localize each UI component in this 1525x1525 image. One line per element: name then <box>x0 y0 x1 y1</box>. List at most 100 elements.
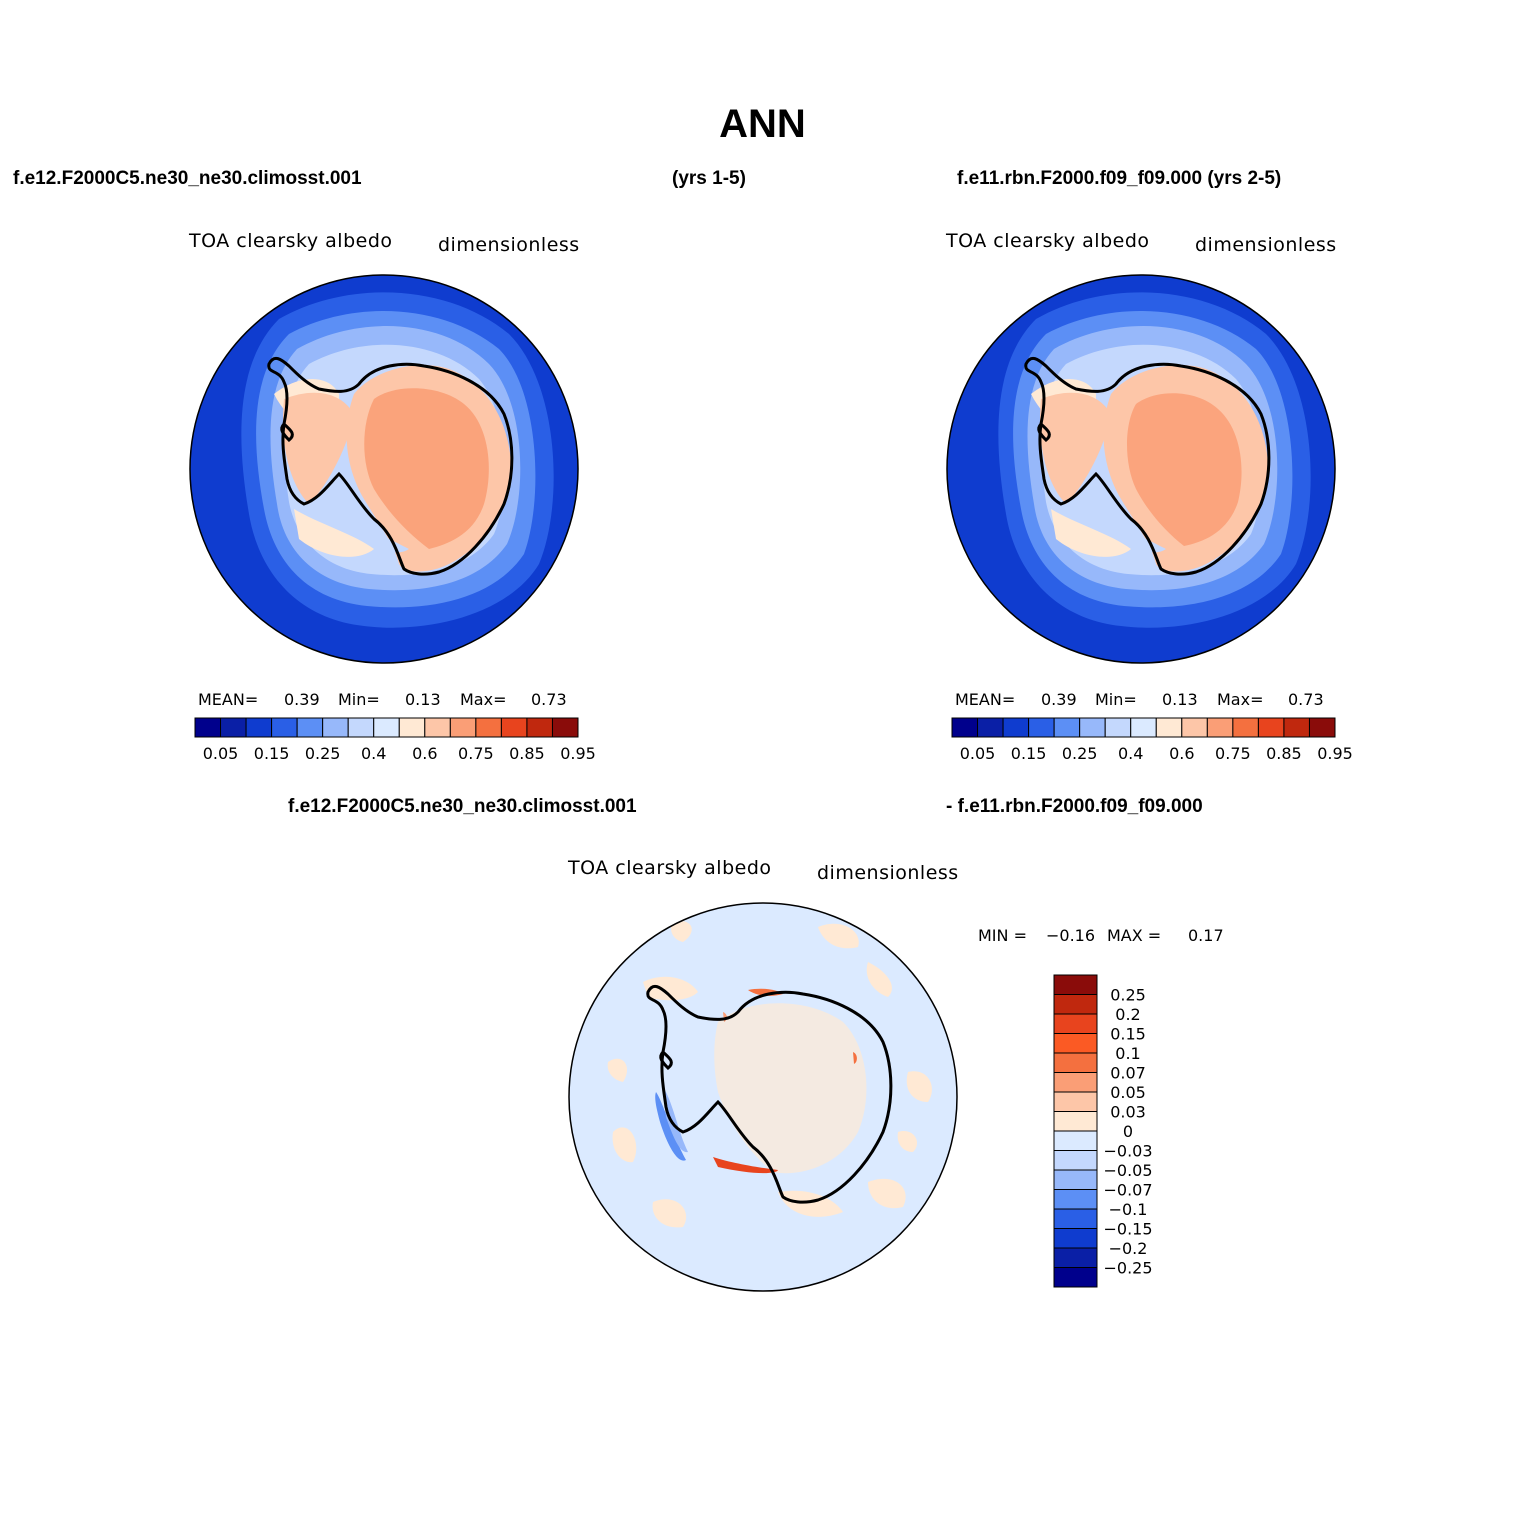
panel2-colorbar-swatch <box>1079 717 1106 738</box>
panel3-colorbar-swatch <box>1053 1130 1098 1151</box>
panel2-colorbar-tick-label: 0.15 <box>1011 744 1047 763</box>
panel2-colorbar-swatch <box>977 717 1004 738</box>
panel1-colorbar: 0.05 0.15 0.25 0.4 0.6 0.75 0.85 0.95 <box>194 717 596 763</box>
panel1-colorbar-swatch <box>526 717 553 738</box>
panel3-colorbar-swatch <box>1053 1072 1098 1093</box>
case2-header: f.e11.rbn.F2000.f09_f09.000 (yrs 2-5) <box>957 168 1282 189</box>
panel1-min-label: Min= <box>338 690 380 709</box>
panel2-colorbar-swatch <box>1232 717 1259 738</box>
panel1-colorbar-swatch <box>398 717 426 738</box>
panel3-colorbar-swatch <box>1053 1228 1098 1249</box>
panel3-colorbar-tick-label: −0.03 <box>1103 1142 1152 1161</box>
panel1-colorbar-swatch <box>500 717 528 738</box>
panel2-colorbar-tick-label: 0.75 <box>1215 744 1251 763</box>
panel3-variable: TOA clearsky albedo <box>568 857 772 879</box>
panel1-colorbar-swatch <box>194 717 222 738</box>
panel2-polar-map <box>946 274 1336 664</box>
panel2-min-label: Min= <box>1095 690 1137 709</box>
panel2-units: dimensionless <box>1195 234 1337 256</box>
panel3-colorbar-tick-label: 0.05 <box>1110 1083 1146 1102</box>
panel2-colorbar-swatch <box>1283 717 1310 738</box>
panel3-colorbar-swatch <box>1053 1189 1098 1210</box>
case1-header: f.e12.F2000C5.ne30_ne30.climosst.001 <box>13 168 362 189</box>
panel2-max-label: Max= <box>1217 690 1264 709</box>
panel2-colorbar-tick-label: 0.05 <box>960 744 996 763</box>
panel2-colorbar: 0.05 0.15 0.25 0.4 0.6 0.75 0.85 0.95 <box>951 717 1353 763</box>
panel3-colorbar-swatch <box>1053 1111 1098 1132</box>
panel2-colorbar-tick-label: 0.85 <box>1266 744 1302 763</box>
panel1-colorbar-swatch <box>424 717 451 738</box>
panel2-colorbar-swatch <box>1257 717 1285 738</box>
panel1-colorbar-tick-label: 0.05 <box>203 744 239 763</box>
panel1-colorbar-tick-label: 0.95 <box>560 744 596 763</box>
panel2-colorbar-tick-label: 0.95 <box>1317 744 1353 763</box>
panel3-colorbar-tick-label: 0.2 <box>1115 1005 1140 1024</box>
panel1-mean-label: MEAN= <box>198 690 259 709</box>
panel3-colorbar-swatch <box>1053 1150 1098 1171</box>
panel3-max-value: 0.17 <box>1188 926 1224 945</box>
panel1-polar-map <box>189 274 579 664</box>
panel2-colorbar-tick-label: 0.25 <box>1062 744 1098 763</box>
panel1-max-label: Max= <box>460 690 507 709</box>
panel3-colorbar-tick-label: −0.05 <box>1103 1161 1152 1180</box>
panel3-colorbar-swatch <box>1053 1267 1098 1288</box>
plot-title: ANN <box>719 102 806 146</box>
panel1-colorbar-swatch <box>220 717 247 738</box>
panel3-colorbar-swatch <box>1053 974 1098 995</box>
panel1-colorbar-swatch <box>449 717 477 738</box>
panel3-colorbar-swatch <box>1053 1033 1098 1054</box>
panel1-colorbar-swatch <box>296 717 324 738</box>
panel2-min-value: 0.13 <box>1162 690 1198 709</box>
panel1-colorbar-swatch <box>347 717 375 738</box>
panel3-colorbar-tick-label: 0.03 <box>1110 1103 1146 1122</box>
panel2-colorbar-swatch <box>951 717 979 738</box>
panel1-colorbar-swatch <box>373 717 400 738</box>
panel3-colorbar-swatch <box>1053 1208 1098 1229</box>
panel1-colorbar-tick-label: 0.4 <box>361 744 386 763</box>
panel3-colorbar-tick-label: −0.1 <box>1109 1200 1148 1219</box>
panel3-min-label: MIN = <box>978 926 1027 945</box>
panel1-colorbar-swatch <box>245 717 273 738</box>
panel2-colorbar-swatch <box>1130 717 1157 738</box>
panel3-difference-map <box>568 902 958 1292</box>
panel1-units: dimensionless <box>438 234 580 256</box>
panel3-colorbar-tick-label: −0.15 <box>1103 1220 1152 1239</box>
panel1-mean-value: 0.39 <box>284 690 320 709</box>
panel2-colorbar-swatch <box>1206 717 1234 738</box>
panel2-colorbar-swatch <box>1181 717 1208 738</box>
panel3-max-label: MAX = <box>1107 926 1162 945</box>
panel2-colorbar-swatch <box>1028 717 1055 738</box>
panel1-colorbar-swatch <box>551 717 579 738</box>
panel1-colorbar-tick-label: 0.85 <box>509 744 545 763</box>
panel2-colorbar-swatch <box>1053 717 1081 738</box>
panel2-mean-value: 0.39 <box>1041 690 1077 709</box>
panel1-colorbar-swatch <box>271 717 298 738</box>
panel2-max-value: 0.73 <box>1288 690 1324 709</box>
panel3-colorbar-swatch <box>1053 994 1098 1015</box>
panel2-colorbar-swatch <box>1308 717 1336 738</box>
panel2-mean-label: MEAN= <box>955 690 1016 709</box>
panel3-colorbar-tick-label: −0.2 <box>1109 1239 1148 1258</box>
panel3-colorbar-tick-label: 0.07 <box>1110 1064 1146 1083</box>
panel3-colorbar-tick-label: −0.07 <box>1103 1181 1152 1200</box>
panel1-colorbar-tick-label: 0.25 <box>305 744 341 763</box>
panel3-colorbar-swatch <box>1053 1013 1098 1034</box>
panel3-colorbar-swatch <box>1053 1247 1098 1268</box>
panel1-variable: TOA clearsky albedo <box>189 230 393 252</box>
panel2-colorbar-tick-label: 0.4 <box>1118 744 1143 763</box>
panel1-max-value: 0.73 <box>531 690 567 709</box>
panel2-colorbar-tick-label: 0.6 <box>1169 744 1194 763</box>
panel2-colorbar-swatch <box>1155 717 1183 738</box>
panel3-colorbar-tick-label: 0 <box>1123 1122 1133 1141</box>
panel1-colorbar-tick-label: 0.15 <box>254 744 290 763</box>
panel2-colorbar-swatch <box>1002 717 1030 738</box>
panel1-colorbar-swatch <box>475 717 502 738</box>
panel3-colorbar-tick-label: 0.15 <box>1110 1025 1146 1044</box>
panel1-colorbar-swatch <box>322 717 349 738</box>
panel1-min-value: 0.13 <box>405 690 441 709</box>
panel3-colorbar-swatch <box>1053 1052 1098 1073</box>
panel3-colorbar-swatch <box>1053 1169 1098 1190</box>
panel3-units: dimensionless <box>817 862 959 884</box>
panel2-colorbar-swatch <box>1104 717 1132 738</box>
panel3-colorbar-tick-label: 0.1 <box>1115 1044 1140 1063</box>
